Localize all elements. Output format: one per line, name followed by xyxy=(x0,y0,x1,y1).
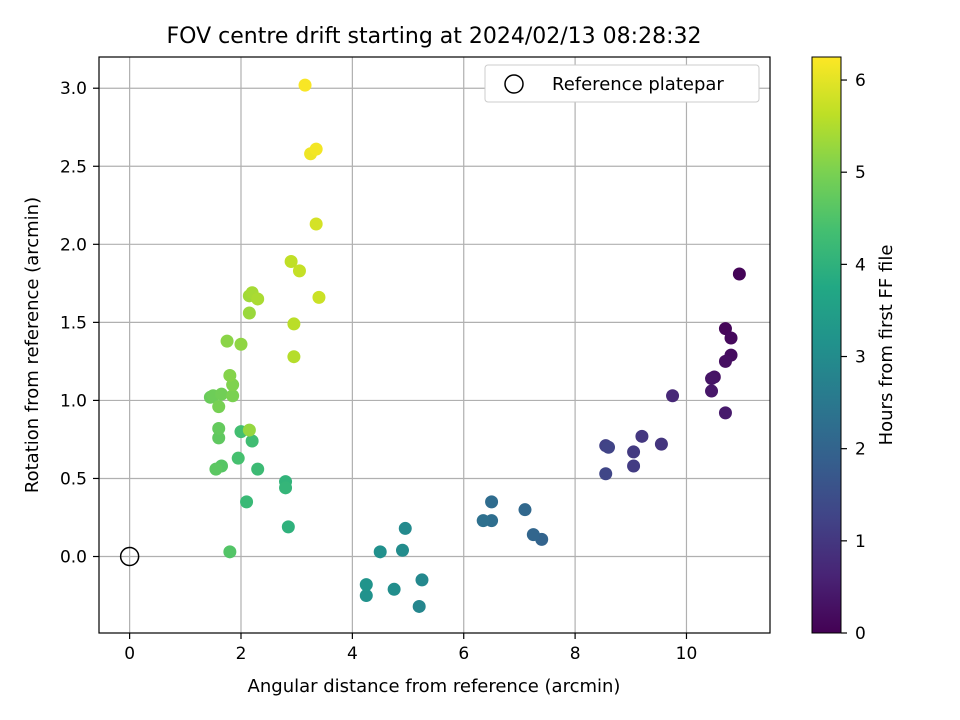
colorbar-tick-label: 3 xyxy=(855,348,866,368)
data-point xyxy=(309,217,323,231)
data-point xyxy=(292,264,306,278)
data-point xyxy=(245,434,259,448)
colorbar-tick-label: 4 xyxy=(855,255,866,275)
x-tick-label: 2 xyxy=(236,644,247,664)
data-point xyxy=(226,389,240,403)
x-axis-label: Angular distance from reference (arcmin) xyxy=(248,676,621,697)
data-point xyxy=(476,514,490,528)
data-point xyxy=(705,384,719,398)
data-point xyxy=(705,372,719,386)
data-point xyxy=(627,459,641,473)
data-point xyxy=(287,350,301,364)
data-point xyxy=(518,503,532,517)
data-point xyxy=(220,334,234,348)
y-tick-label: 3.0 xyxy=(60,79,87,99)
data-point xyxy=(212,422,226,436)
data-point xyxy=(732,267,746,281)
y-axis-label: Rotation from reference (arcmin) xyxy=(22,197,43,493)
data-point xyxy=(251,462,265,476)
data-point xyxy=(287,317,301,331)
data-point xyxy=(412,599,426,613)
reference-platepar-marker xyxy=(119,546,140,567)
legend-entry-reference-platepar: Reference platepar xyxy=(552,74,724,95)
data-point xyxy=(223,368,237,382)
colorbar-tick-label: 2 xyxy=(855,440,866,460)
data-point xyxy=(298,78,312,92)
y-axis-ticks: 0.0 0.5 1.0 1.5 2.0 2.5 3.0 xyxy=(60,79,99,568)
chart-title: FOV centre drift starting at 2024/02/13 … xyxy=(167,24,702,49)
x-axis-ticks: 0 2 4 6 8 10 xyxy=(124,633,697,664)
data-point xyxy=(718,354,732,368)
colorbar-ticks: 0 1 2 3 4 5 6 xyxy=(841,71,866,644)
x-tick-label: 6 xyxy=(458,644,469,664)
legend: Reference platepar xyxy=(484,64,760,103)
x-tick-label: 4 xyxy=(347,644,358,664)
y-tick-label: 2.0 xyxy=(60,235,87,255)
colorbar-tick-label: 1 xyxy=(855,532,866,552)
data-point xyxy=(212,431,226,445)
grid xyxy=(99,57,770,633)
data-point xyxy=(309,142,323,156)
data-point xyxy=(240,495,254,509)
data-point xyxy=(359,589,373,603)
data-point xyxy=(415,573,429,587)
data-point xyxy=(234,337,248,351)
data-point xyxy=(526,528,540,542)
x-tick-label: 0 xyxy=(124,644,135,664)
data-point xyxy=(718,322,732,336)
y-tick-label: 2.5 xyxy=(60,157,87,177)
data-point xyxy=(279,481,293,495)
legend-box xyxy=(484,64,760,103)
data-point xyxy=(312,290,326,304)
data-point xyxy=(251,292,265,306)
colorbar-tick-label: 6 xyxy=(855,71,866,91)
data-point xyxy=(602,440,616,454)
data-point xyxy=(627,445,641,459)
data-points xyxy=(203,78,746,613)
data-point xyxy=(373,545,387,559)
data-point xyxy=(223,545,237,559)
data-point xyxy=(209,462,223,476)
data-point xyxy=(599,467,613,481)
data-point xyxy=(242,423,256,437)
data-point xyxy=(387,582,401,596)
data-point xyxy=(359,578,373,592)
data-point xyxy=(212,400,226,414)
x-tick-label: 10 xyxy=(676,644,698,664)
data-point xyxy=(485,495,499,509)
colorbar-label: Hours from first FF file xyxy=(876,245,897,446)
data-point xyxy=(635,429,649,443)
data-point xyxy=(281,520,295,534)
colorbar: 0 1 2 3 4 5 6 Hours from first FF file xyxy=(811,56,897,644)
data-point xyxy=(231,451,245,465)
y-tick-label: 1.5 xyxy=(60,313,87,333)
colorbar-gradient xyxy=(811,56,842,634)
colorbar-tick-label: 0 xyxy=(855,624,866,644)
data-point xyxy=(718,406,732,420)
legend-reference-marker xyxy=(504,74,524,94)
data-point xyxy=(395,543,409,557)
y-tick-label: 0.5 xyxy=(60,469,87,489)
data-point xyxy=(215,387,229,401)
x-tick-label: 8 xyxy=(570,644,581,664)
data-point xyxy=(398,521,412,535)
colorbar-tick-label: 5 xyxy=(855,163,866,183)
data-point xyxy=(666,389,680,403)
y-tick-label: 1.0 xyxy=(60,391,87,411)
data-point xyxy=(724,331,738,345)
data-point xyxy=(242,306,256,320)
data-point xyxy=(284,254,298,268)
data-point xyxy=(654,437,668,451)
y-tick-label: 0.0 xyxy=(60,548,87,568)
plot-frame xyxy=(98,56,771,634)
